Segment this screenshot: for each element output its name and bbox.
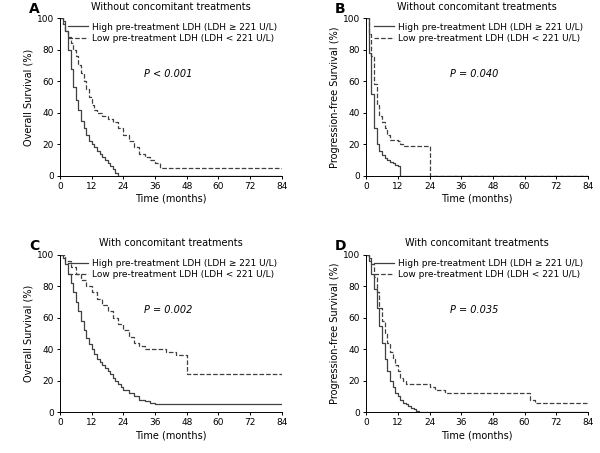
Text: D: D <box>335 239 347 253</box>
Text: Without concomitant treatments: Without concomitant treatments <box>397 2 557 12</box>
Text: P = 0.002: P = 0.002 <box>145 305 193 315</box>
Y-axis label: Progression-free Survival (%): Progression-free Survival (%) <box>330 263 340 404</box>
Text: Without concomitant treatments: Without concomitant treatments <box>91 2 251 12</box>
Legend: High pre-treatment LDH (LDH ≥ 221 U/L), Low pre-treatment LDH (LDH < 221 U/L): High pre-treatment LDH (LDH ≥ 221 U/L), … <box>374 259 583 280</box>
Y-axis label: Overall Survival (%): Overall Survival (%) <box>24 48 34 145</box>
Text: P = 0.040: P = 0.040 <box>451 68 499 78</box>
Legend: High pre-treatment LDH (LDH ≥ 221 U/L), Low pre-treatment LDH (LDH < 221 U/L): High pre-treatment LDH (LDH ≥ 221 U/L), … <box>68 23 277 43</box>
Legend: High pre-treatment LDH (LDH ≥ 221 U/L), Low pre-treatment LDH (LDH < 221 U/L): High pre-treatment LDH (LDH ≥ 221 U/L), … <box>374 23 583 43</box>
X-axis label: Time (months): Time (months) <box>442 430 513 440</box>
Text: A: A <box>29 2 40 16</box>
X-axis label: Time (months): Time (months) <box>135 430 206 440</box>
Legend: High pre-treatment LDH (LDH ≥ 221 U/L), Low pre-treatment LDH (LDH < 221 U/L): High pre-treatment LDH (LDH ≥ 221 U/L), … <box>68 259 277 280</box>
Y-axis label: Progression-free Survival (%): Progression-free Survival (%) <box>330 26 340 168</box>
Y-axis label: Overall Survival (%): Overall Survival (%) <box>24 285 34 382</box>
Text: With concomitant treatments: With concomitant treatments <box>405 238 549 248</box>
Text: B: B <box>335 2 346 16</box>
Text: C: C <box>29 239 39 253</box>
Text: With concomitant treatments: With concomitant treatments <box>99 238 243 248</box>
X-axis label: Time (months): Time (months) <box>135 194 206 204</box>
Text: P = 0.035: P = 0.035 <box>451 305 499 315</box>
X-axis label: Time (months): Time (months) <box>442 194 513 204</box>
Text: P < 0.001: P < 0.001 <box>145 68 193 78</box>
